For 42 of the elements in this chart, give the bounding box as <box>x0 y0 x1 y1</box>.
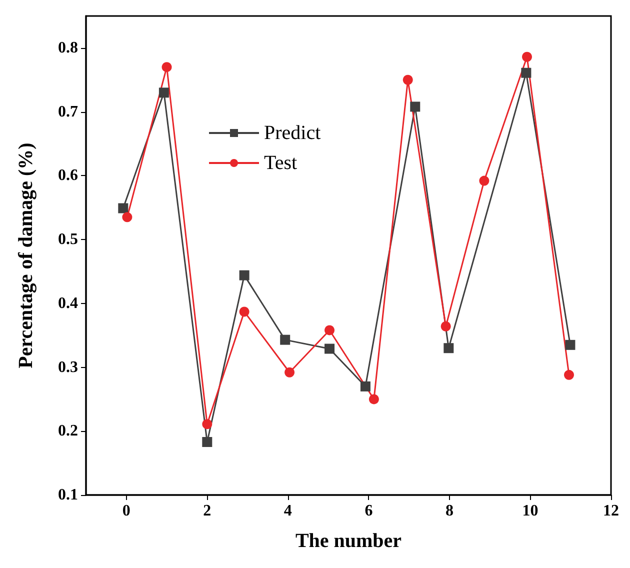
point <box>284 367 295 378</box>
y-tick-label: 0.7 <box>58 103 78 120</box>
point <box>402 74 413 85</box>
y-tick-label: 0.6 <box>58 167 78 184</box>
point <box>360 381 370 392</box>
point <box>202 419 212 430</box>
x-tick-label: 4 <box>284 502 292 520</box>
point <box>521 68 532 78</box>
x-axis-title: The number <box>295 530 402 552</box>
point <box>324 344 335 354</box>
point <box>162 62 172 72</box>
y-tick-label: 0.3 <box>58 358 78 376</box>
x-tick-label: 0 <box>122 502 130 520</box>
point <box>280 334 290 345</box>
x-tick-label: 12 <box>603 502 619 520</box>
point <box>410 102 420 112</box>
point <box>324 325 335 336</box>
point <box>564 370 574 380</box>
point <box>440 321 451 332</box>
x-tick-label: 2 <box>203 502 212 520</box>
y-axis-title: Percentage of damage (%) <box>15 142 37 368</box>
y-tick-label: 0.4 <box>58 294 78 312</box>
y-tick-label: 0.5 <box>58 231 78 248</box>
point <box>239 306 250 317</box>
point <box>158 88 169 98</box>
point <box>565 340 576 350</box>
x-tick-label: 6 <box>364 502 373 520</box>
point <box>202 436 212 447</box>
y-tick-label: 0.2 <box>58 422 78 440</box>
point <box>239 270 250 280</box>
point <box>479 176 490 186</box>
point <box>522 52 532 62</box>
point <box>118 203 128 214</box>
y-tick-label: 0.8 <box>58 39 78 56</box>
legend-label: Predict <box>264 122 322 144</box>
x-tick-label: 8 <box>445 502 454 520</box>
y-tick-label: 0.1 <box>58 486 78 504</box>
legend-label: Test <box>264 152 298 174</box>
point <box>122 212 132 222</box>
x-tick-label: 10 <box>522 502 538 520</box>
point <box>444 343 454 354</box>
point <box>368 394 379 404</box>
